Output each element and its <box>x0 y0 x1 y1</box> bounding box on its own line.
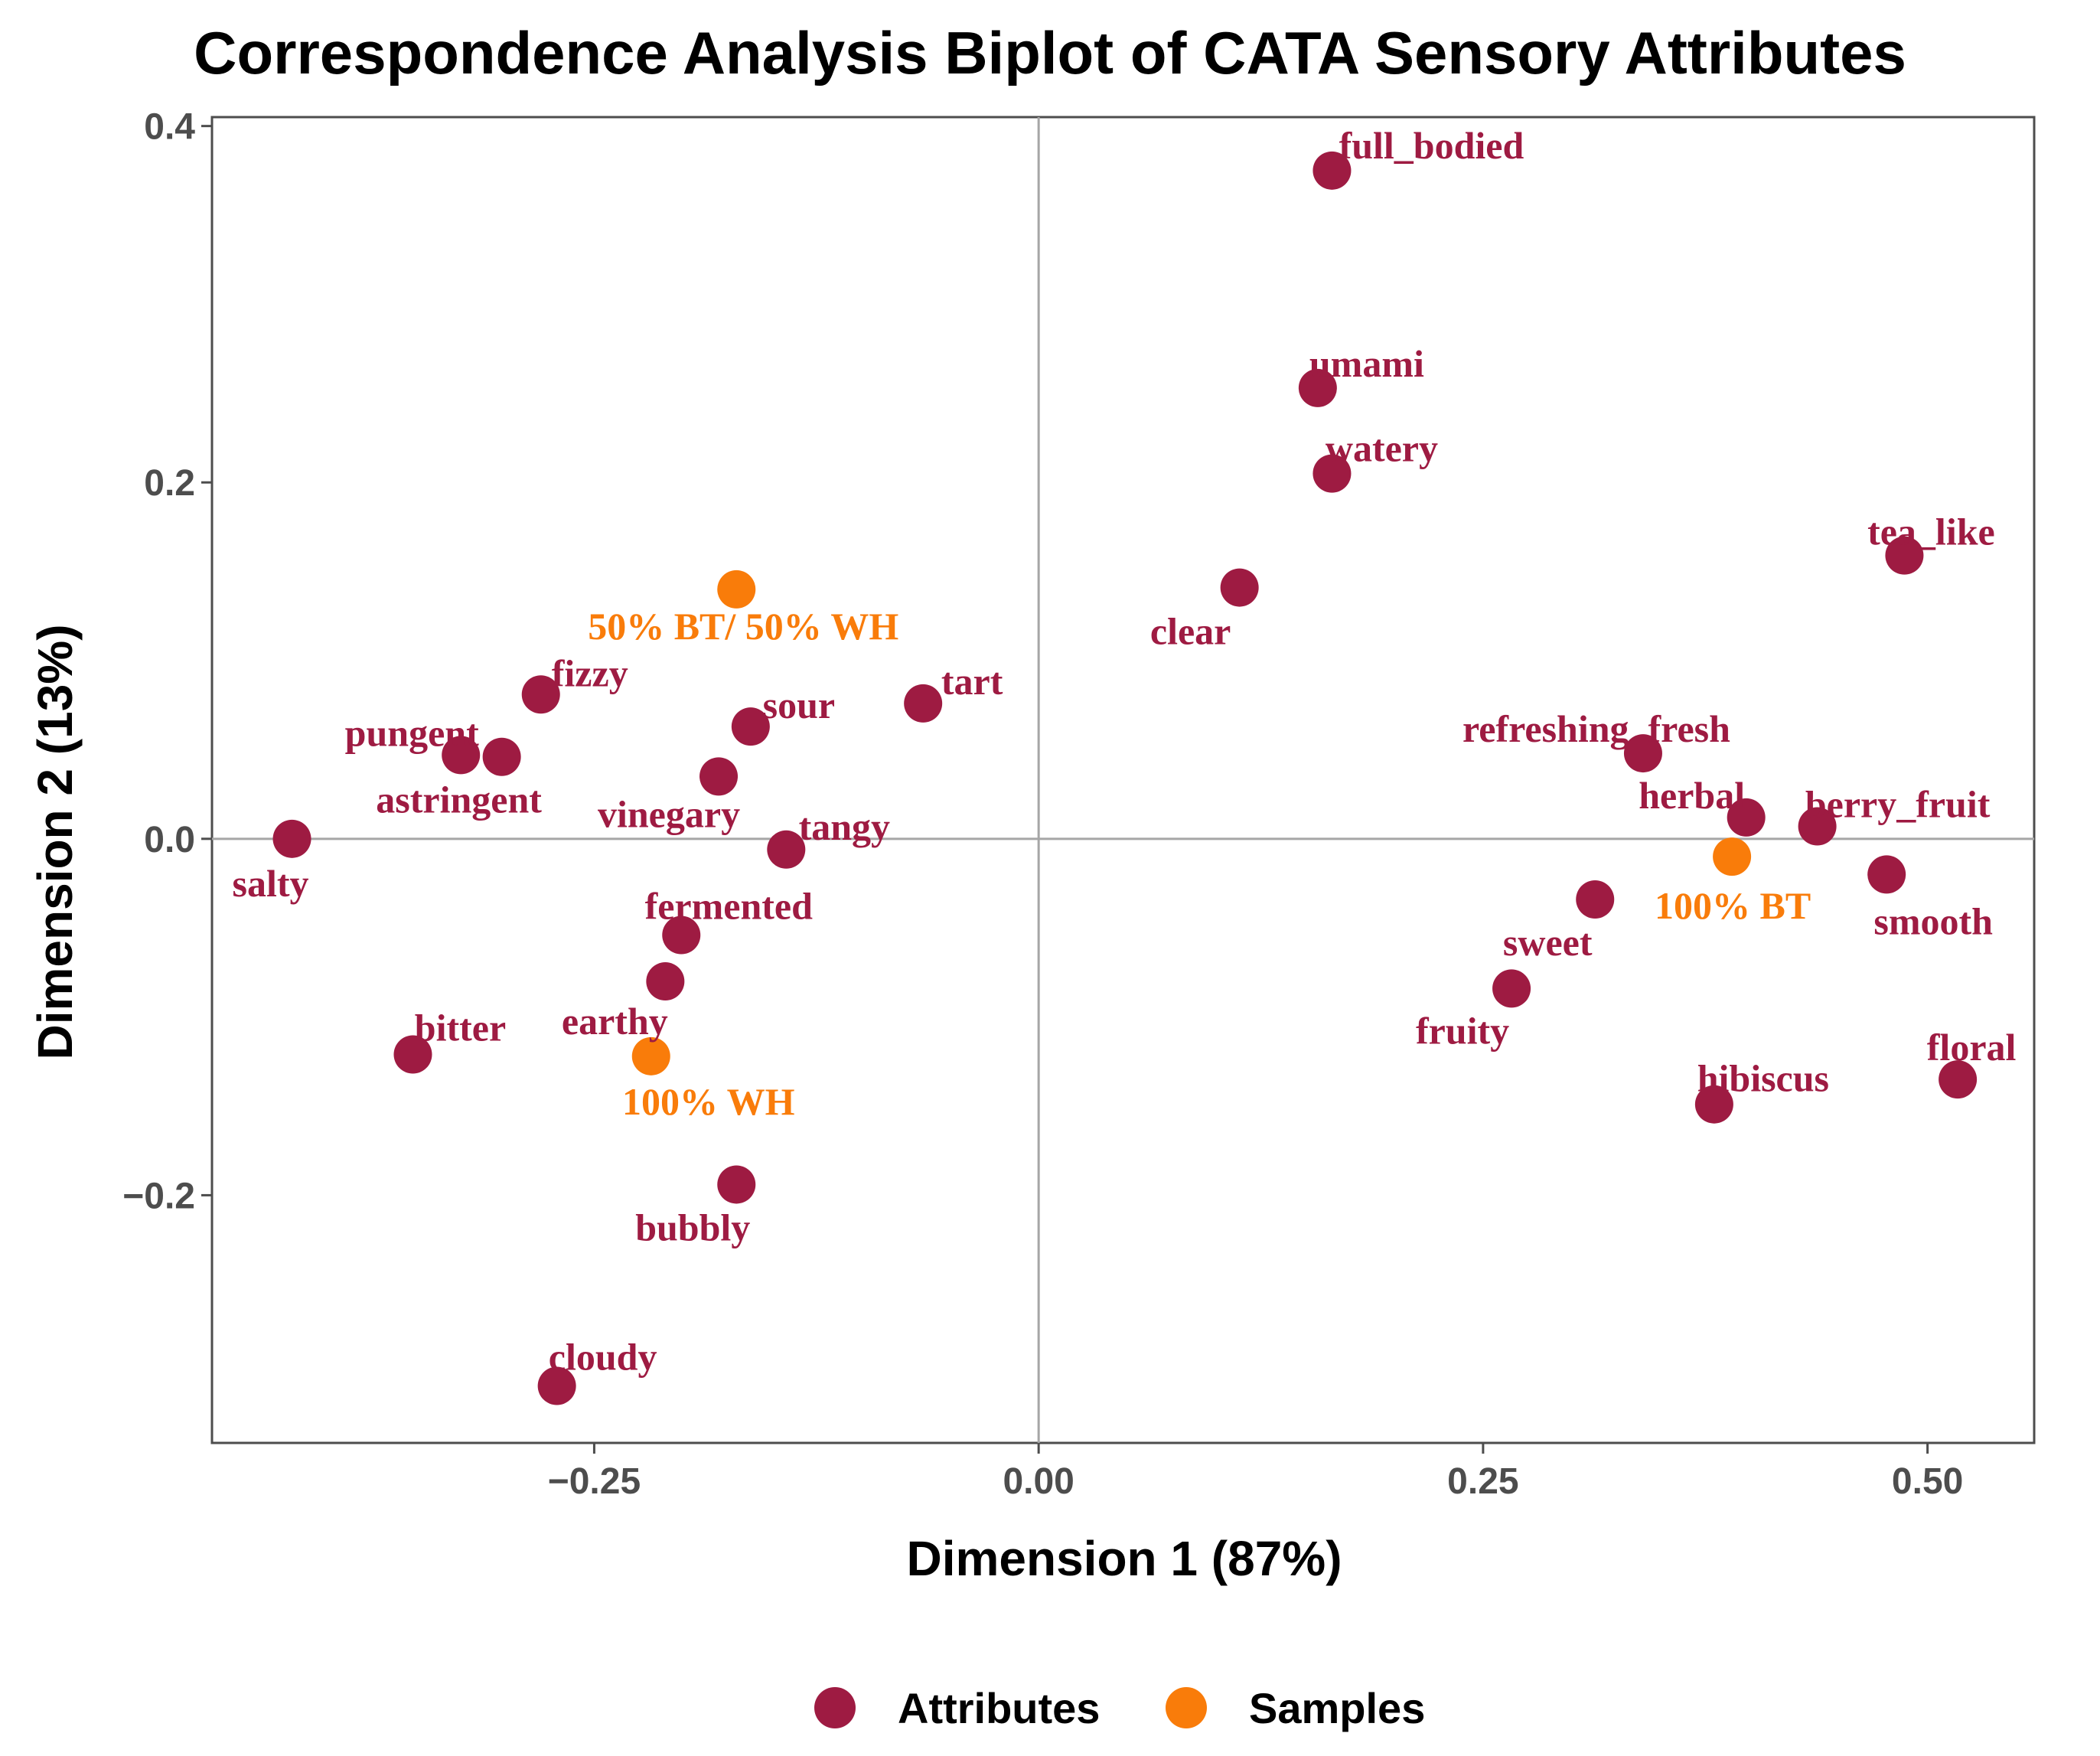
chart-title: Correspondence Analysis Biplot of CATA S… <box>194 19 1906 86</box>
point-label-floral: floral <box>1927 1026 2017 1069</box>
point-bitter <box>393 1035 432 1074</box>
point-herbal <box>1727 798 1766 837</box>
point-label-sour: sour <box>763 684 835 726</box>
point-tart <box>904 684 943 723</box>
plot-border <box>210 116 2036 1444</box>
point-label-cloudy: cloudy <box>549 1336 657 1379</box>
legend-label-samples: Samples <box>1249 1684 1425 1732</box>
y-tick-label: 0.2 <box>144 463 195 504</box>
x-tick-label: 0.00 <box>1003 1461 1074 1502</box>
y-tick-label: 0.4 <box>144 107 195 148</box>
point-label-100-bt: 100% BT <box>1655 884 1811 927</box>
point-sour <box>731 707 770 746</box>
legend-label-attributes: Attributes <box>898 1684 1100 1732</box>
x-tick-label: 0.25 <box>1447 1461 1518 1502</box>
point-label-watery: watery <box>1326 427 1438 470</box>
point-smooth <box>1867 855 1906 894</box>
point-berry-fruit <box>1798 807 1837 846</box>
point-clear <box>1220 568 1259 607</box>
x-axis-title: Dimension 1 (87%) <box>906 1531 1342 1586</box>
point-label-clear: clear <box>1150 610 1231 653</box>
point-label-bitter: bitter <box>415 1007 506 1049</box>
point-astringent <box>482 737 521 776</box>
point-label-herbal: herbal <box>1639 774 1745 817</box>
point-label-fermented: fermented <box>645 885 814 928</box>
point-fizzy <box>521 675 560 714</box>
y-axis-title: Dimension 2 (13%) <box>28 624 83 1059</box>
plot-panel <box>210 116 2036 1444</box>
point-100-wh <box>631 1036 670 1075</box>
point-label-earthy: earthy <box>562 1000 668 1043</box>
point-fermented <box>662 916 701 955</box>
axis-ticks: −0.25 0.00 0.25 0.50 −0.2 0.0 0.2 0.4 <box>122 107 1963 1502</box>
point-umami <box>1298 368 1337 407</box>
point-100-bt <box>1713 837 1752 876</box>
point-label-vinegary: vinegary <box>598 792 740 835</box>
point-sweet <box>1576 880 1615 919</box>
point-label-fruity: fruity <box>1416 1009 1509 1052</box>
point-label-sweet: sweet <box>1503 921 1593 964</box>
point-hibiscus <box>1694 1085 1733 1124</box>
point-floral <box>1939 1060 1978 1099</box>
point-label-tart: tart <box>941 660 1003 703</box>
y-tick-label: −0.2 <box>122 1176 195 1216</box>
point-label-tea-like: tea_like <box>1867 511 1995 553</box>
point-refreshing-fresh <box>1623 734 1662 773</box>
point-label-refreshing-fresh: refreshing_fresh <box>1462 707 1730 750</box>
point-label-fizzy: fizzy <box>552 651 628 694</box>
point-label-100-wh: 100% WH <box>622 1080 795 1123</box>
point-label-tangy: tangy <box>799 805 890 848</box>
point-fruity <box>1492 969 1531 1008</box>
x-tick-label: 0.50 <box>1892 1461 1963 1502</box>
point-salty <box>272 819 311 858</box>
point-watery <box>1312 454 1352 493</box>
point-label-50-bt-50-wh: 50% BT/ 50% WH <box>588 605 898 648</box>
legend: Attributes Samples <box>814 1684 1425 1732</box>
legend-key-samples <box>1166 1687 1207 1728</box>
y-tick-label: 0.0 <box>144 820 195 860</box>
point-label-full-bodied: full_bodied <box>1339 124 1524 167</box>
point-label-salty: salty <box>233 862 309 905</box>
point-50-bt-50-wh <box>717 570 756 609</box>
point-label-astringent: astringent <box>376 778 542 821</box>
point-full-bodied <box>1312 151 1352 190</box>
point-cloudy <box>537 1366 576 1405</box>
data-points <box>272 151 1978 1405</box>
point-label-bubbly: bubbly <box>635 1206 750 1248</box>
point-label-hibiscus: hibiscus <box>1697 1057 1829 1100</box>
x-tick-label: −0.25 <box>548 1461 641 1502</box>
point-tea-like <box>1885 536 1924 575</box>
point-label-pungent: pungent <box>345 711 479 754</box>
legend-key-attributes <box>814 1687 856 1728</box>
point-label-berry-fruit: berry_fruit <box>1805 783 1991 826</box>
point-label-smooth: smooth <box>1873 899 1993 942</box>
point-bubbly <box>717 1165 756 1204</box>
point-vinegary <box>699 757 739 796</box>
point-earthy <box>646 962 685 1001</box>
point-pungent <box>442 736 481 775</box>
point-label-umami: umami <box>1309 342 1424 385</box>
point-tangy <box>767 830 806 869</box>
